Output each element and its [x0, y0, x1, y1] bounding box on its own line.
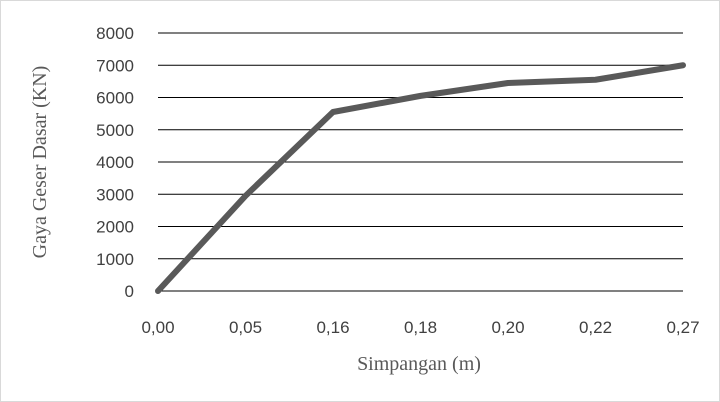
series-group: [155, 62, 686, 294]
y-tick-label: 8000: [96, 24, 134, 43]
y-tick-label: 2000: [96, 218, 134, 237]
x-tick-label: 0,16: [316, 318, 349, 337]
y-tick-label: 4000: [96, 153, 134, 172]
series-line: [155, 62, 686, 294]
x-tick-label: 0,20: [491, 318, 524, 337]
y-tick-labels: 0 1000 2000 3000 4000 5000 6000 7000 8000: [96, 24, 134, 301]
y-tick-label: 7000: [96, 56, 134, 75]
x-tick-label: 0,05: [229, 318, 262, 337]
y-tick-label: 6000: [96, 89, 134, 108]
y-tick-label: 3000: [96, 185, 134, 204]
y-tick-label: 1000: [96, 250, 134, 269]
x-tick-label: 0,00: [141, 318, 174, 337]
x-axis-title: Simpangan (m): [357, 353, 481, 375]
x-tick-label: 0,22: [579, 318, 612, 337]
x-tick-labels: 0,00 0,05 0,16 0,18 0,20 0,22 0,27: [141, 318, 699, 337]
y-axis-title: Gaya Geser Dasar (KN): [29, 66, 51, 259]
y-tick-label: 5000: [96, 121, 134, 140]
x-tick-label: 0,27: [666, 318, 699, 337]
y-tick-label: 0: [125, 282, 134, 301]
gridlines: [158, 32, 683, 292]
x-tick-label: 0,18: [404, 318, 437, 337]
